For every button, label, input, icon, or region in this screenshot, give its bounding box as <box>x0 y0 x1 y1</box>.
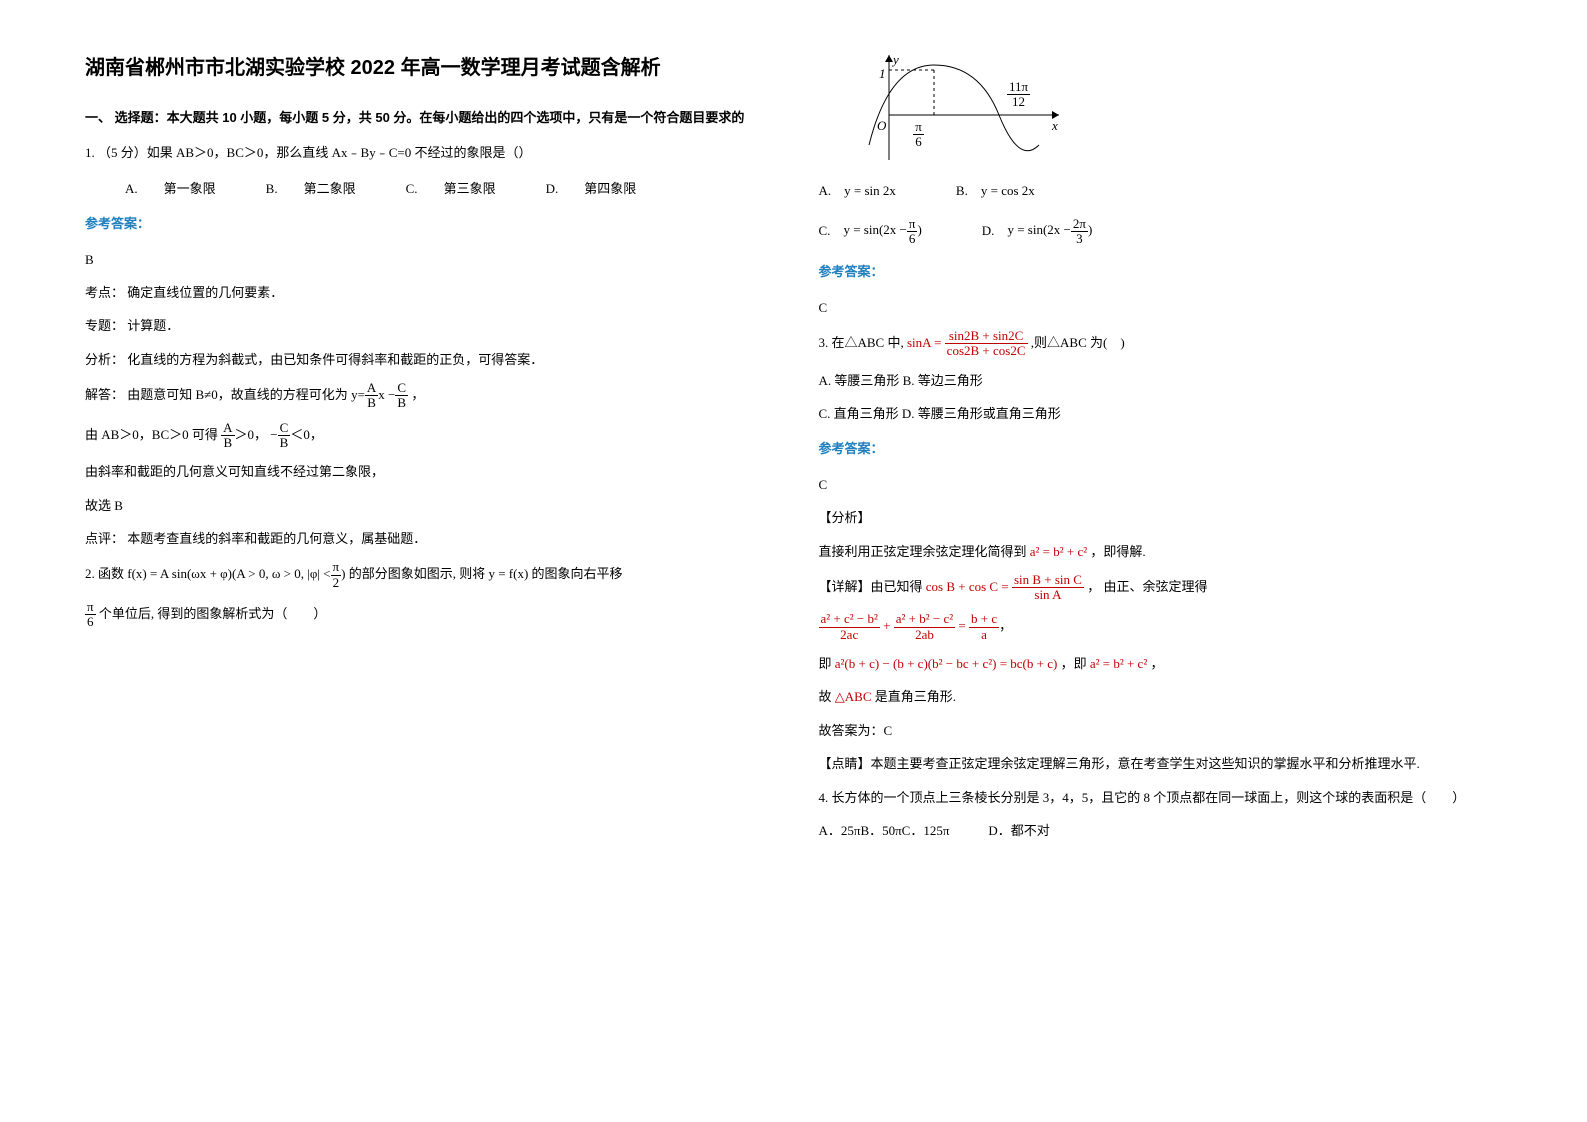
y-label: y <box>891 52 899 67</box>
q2-opts-row1: A. y = sin 2x B. y = cos 2x <box>819 179 1503 202</box>
q1-zhuanti: 专题： 计算题． <box>85 314 769 337</box>
left-column: 湖南省郴州市市北湖实验学校 2022 年高一数学理月考试题含解析 一、 选择题：… <box>60 50 794 1072</box>
q1-jieda-3: 由斜率和截距的几何意义可知直线不经过第二象限， <box>85 460 769 483</box>
q3-eq: sinA = sin2B + sin2Ccos2B + cos2C <box>907 335 1031 350</box>
one-label: 1 <box>879 66 886 81</box>
q3-dianjing: 【点睛】本题主要考查正弦定理余弦定理解三角形，意在考查学生对这些知识的掌握水平和… <box>819 752 1503 775</box>
q2-answer-letter: C <box>819 296 1503 319</box>
q1-options: A. 第一象限 B. 第二象限 C. 第三象限 D. 第四象限 <box>85 177 769 200</box>
q2-opt-d: D. y = sin(2x −2π3) <box>982 217 1093 247</box>
q1-stem: 1. （5 分）如果 AB＞0，BC＞0，那么直线 Ax﹣By﹣C=0 不经过的… <box>85 141 769 164</box>
q1-opt-d: D. 第四象限 <box>546 177 637 200</box>
q3-eq3: 即 a²(b + c) − (b + c)(b² − bc + c²) = bc… <box>819 652 1503 675</box>
q3-fenxi-label: 【分析】 <box>819 506 1503 529</box>
q2-answer-label: 参考答案： <box>819 260 1503 283</box>
q1-eq1: y=ABx −CB <box>351 387 411 402</box>
q1-jieda-2: 由 AB＞0，BC＞0 可得 AB＞0， −CB＜0， <box>85 421 769 451</box>
o-label: O <box>877 118 887 133</box>
question-4: 4. 长方体的一个顶点上三条棱长分别是 3，4，5，且它的 8 个顶点都在同一球… <box>819 786 1503 809</box>
pi6-label: π6 <box>909 120 929 150</box>
right-column: 1 y O x π6 11π12 A. y = sin 2x B. y = co… <box>794 50 1528 1072</box>
q1-answer-letter: B <box>85 248 769 271</box>
q2-opt-a: A. y = sin 2x <box>819 179 896 202</box>
q1-fenxi: 分析： 化直线的方程为斜截式，由已知条件可得斜率和截距的正负，可得答案． <box>85 348 769 371</box>
question-2: 2. 函数 f(x) = A sin(ωx + φ)(A > 0, ω > 0,… <box>85 560 769 590</box>
q2-fx: f(x) = A sin(ωx + φ)(A > 0, ω > 0, |φ| <… <box>127 566 348 581</box>
sine-graph: 1 y O x <box>859 50 1079 170</box>
q3-conclusion: 故 △ABC 是直角三角形. <box>819 685 1503 708</box>
section-1-header: 一、 选择题：本大题共 10 小题，每小题 5 分，共 50 分。在每小题给出的… <box>85 106 769 129</box>
q1-jieda-1: 解答： 由题意可知 B≠0，故直线的方程可化为 y=ABx −CB ， <box>85 381 769 411</box>
q3-fenxi: 直接利用正弦定理余弦定理化简得到 a² = b² + c² ，即得解. <box>819 540 1503 563</box>
q3-opts-cd: C. 直角三角形 D. 等腰三角形或直角三角形 <box>819 402 1503 425</box>
11pi12-label: 11π12 <box>1004 80 1034 110</box>
x-label: x <box>1051 118 1058 133</box>
question-3: 3. 在△ABC 中, sinA = sin2B + sin2Ccos2B + … <box>819 329 1503 359</box>
q3-answer-letter: C <box>819 473 1503 496</box>
q3-answer-label: 参考答案： <box>819 437 1503 460</box>
q3-opts-ab: A. 等腰三角形 B. 等边三角形 <box>819 369 1503 392</box>
q1-opt-c: C. 第三象限 <box>406 177 496 200</box>
q3-ans-line: 故答案为：C <box>819 719 1503 742</box>
exam-title: 湖南省郴州市市北湖实验学校 2022 年高一数学理月考试题含解析 <box>85 50 769 86</box>
q1-answer-label: 参考答案： <box>85 212 769 235</box>
q1-opt-b: B. 第二象限 <box>266 177 356 200</box>
question-1: 1. （5 分）如果 AB＞0，BC＞0，那么直线 Ax﹣By﹣C=0 不经过的… <box>85 141 769 200</box>
q2-opt-c: C. y = sin(2x −π6) <box>819 217 922 247</box>
q1-opt-a: A. 第一象限 <box>125 177 216 200</box>
q4-opts: A．25πB．50πC．125π D．都不对 <box>819 819 1503 842</box>
q2-shift: π6 个单位后, 得到的图象解析式为（ ） <box>85 600 769 630</box>
q2-opt-b: B. y = cos 2x <box>956 179 1035 202</box>
q1-dianping: 点评： 本题考查直线的斜率和截距的几何意义，属基础题． <box>85 527 769 550</box>
q3-eq2: a² + c² − b²2ac + a² + b² − c²2ab = b + … <box>819 612 1503 642</box>
q1-kaodian: 考点： 确定直线位置的几何要素． <box>85 281 769 304</box>
q2-opts-row2: C. y = sin(2x −π6) D. y = sin(2x −2π3) <box>819 217 1503 247</box>
q1-jieda-4: 故选 B <box>85 494 769 517</box>
y-arrow <box>885 55 893 62</box>
q3-xiangjie: 【详解】由已知得 cos B + cos C = sin B + sin Csi… <box>819 573 1503 603</box>
